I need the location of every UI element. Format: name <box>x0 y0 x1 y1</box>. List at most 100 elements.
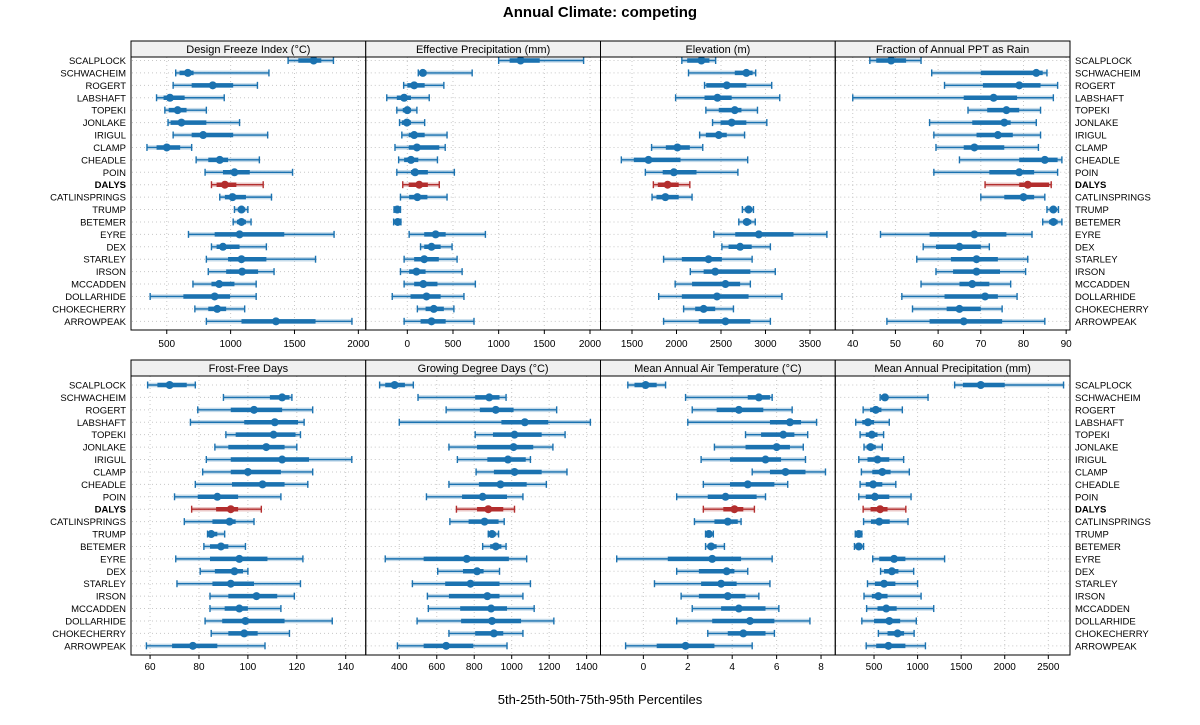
median-dot <box>478 492 487 501</box>
interval-labshaft <box>386 93 430 102</box>
axis-tick-label: 0 <box>405 339 411 350</box>
median-dot <box>210 292 219 301</box>
interval-irigul <box>933 131 1042 140</box>
station-label-left: SCALPLOCK <box>69 381 127 392</box>
axis-tick-label: 2000 <box>579 339 602 350</box>
median-dot <box>216 542 225 551</box>
station-label-right: LABSHAFT <box>1075 93 1124 104</box>
median-dot <box>887 567 896 576</box>
interval-rogert <box>703 81 773 90</box>
interval-labshaft <box>855 418 890 427</box>
interval-jonlake <box>214 443 298 452</box>
interval-dex <box>922 242 991 251</box>
median-dot <box>173 106 182 115</box>
interval-eyre <box>713 230 828 239</box>
median-dot <box>230 168 239 177</box>
station-label-right: ARROWPEAK <box>1075 317 1137 328</box>
interval-dex <box>419 242 453 251</box>
median-dot <box>496 480 505 489</box>
panel-strip-title: Growing Degree Days (°C) <box>418 363 549 375</box>
median-dot <box>520 418 529 427</box>
median-dot <box>226 579 235 588</box>
median-dot <box>491 542 500 551</box>
station-label-right: IRSON <box>1075 267 1105 278</box>
interval-schwacheim <box>931 68 1048 77</box>
station-label-right: CHEADLE <box>1075 155 1120 166</box>
interval-dex <box>210 242 268 251</box>
station-label-left: STARLEY <box>83 579 126 590</box>
station-label-left: LABSHAFT <box>77 418 126 429</box>
interval-cheadle <box>859 480 897 489</box>
interval-jonlake <box>713 443 804 452</box>
interval-jonlake <box>928 118 1037 127</box>
median-dot <box>887 56 896 65</box>
station-label-left: CHOKECHERRY <box>52 304 126 315</box>
station-label-right: TOPEKI <box>1075 106 1110 117</box>
station-label-left: JONLAKE <box>83 118 126 129</box>
interval-scalplock <box>497 56 585 65</box>
median-dot <box>238 267 247 276</box>
median-dot <box>466 579 475 588</box>
interval-chokecherry <box>210 629 291 638</box>
station-label-right: JONLAKE <box>1075 118 1118 129</box>
median-dot <box>278 393 287 402</box>
panel-strip-title: Mean Annual Precipitation (mm) <box>874 363 1031 375</box>
interval-clamp <box>394 143 446 152</box>
median-dot <box>431 230 440 239</box>
station-label-left: DOLLARHIDE <box>65 292 126 303</box>
panel-growing-degree-days-c: 400 600 800 1000 1200 1400 Growing Degree Days… <box>365 359 601 673</box>
station-label-right: POIN <box>1075 492 1098 503</box>
interval-eyre <box>187 230 335 239</box>
median-dot <box>713 93 722 102</box>
interval-trump <box>854 530 863 539</box>
interval-arrowpeak <box>865 641 927 650</box>
interval-eyre <box>879 230 1033 239</box>
interval-eyre <box>175 554 304 563</box>
station-label-right: EYRE <box>1075 230 1101 241</box>
station-label-right: IRSON <box>1075 592 1105 603</box>
interval-catlinsprings <box>980 193 1046 202</box>
axis-tick-label: 4 <box>729 662 735 673</box>
median-dot <box>722 81 731 90</box>
median-dot <box>225 517 234 526</box>
interval-catlinsprings <box>693 517 742 526</box>
station-label-left: CATLINSPRINGS <box>50 517 126 528</box>
median-dot <box>663 180 672 189</box>
interval-labshaft <box>852 93 1055 102</box>
axis-tick-label: 800 <box>466 662 483 673</box>
interval-jonlake <box>398 118 426 127</box>
axis-tick-label: 40 <box>847 339 859 350</box>
station-label-right: MCCADDEN <box>1075 280 1130 291</box>
interval-clamp <box>475 467 568 476</box>
median-dot <box>730 106 739 115</box>
median-dot <box>874 592 883 601</box>
interval-schwacheim <box>222 393 293 402</box>
interval-schwacheim <box>684 393 773 402</box>
panel-strip-title: Frost-Free Days <box>209 363 289 375</box>
station-label-left: ARROWPEAK <box>64 317 126 328</box>
interval-chokecherry <box>707 629 776 638</box>
median-dot <box>711 267 720 276</box>
interval-arrowpeak <box>624 641 753 650</box>
station-label-left: DEX <box>106 242 126 253</box>
median-dot <box>258 480 267 489</box>
axis-tick-label: 50 <box>890 339 902 350</box>
interval-cheadle <box>620 155 749 164</box>
median-dot <box>241 616 250 625</box>
station-label-left: STARLEY <box>83 255 126 266</box>
interval-jonlake <box>167 118 241 127</box>
interval-mccadden <box>192 280 257 289</box>
axis-tick-label: 60 <box>145 662 157 673</box>
median-dot <box>207 530 216 539</box>
panel-border <box>600 375 836 656</box>
median-dot <box>712 292 721 301</box>
median-dot <box>754 393 763 402</box>
median-dot <box>410 131 419 140</box>
interval-irigul <box>698 131 746 140</box>
interval-schwacheim <box>417 68 473 77</box>
station-label-left: CHEADLE <box>81 480 126 491</box>
median-dot <box>885 616 894 625</box>
station-label-right: LABSHAFT <box>1075 418 1124 429</box>
station-label-right: CHOKECHERRY <box>1075 629 1149 640</box>
